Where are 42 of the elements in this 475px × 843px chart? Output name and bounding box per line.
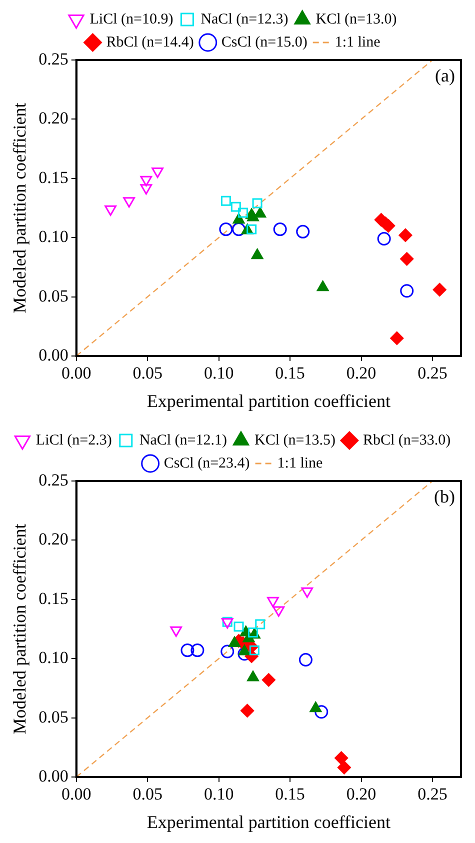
- annotation: (b): [434, 486, 455, 507]
- x-tick-label: 0.05: [132, 784, 162, 804]
- x-axis-title: Experimental partition coefficient: [146, 390, 390, 411]
- legend-label: CsCl (n=23.4): [164, 455, 250, 472]
- legend-label: KCl (n=13.5): [254, 432, 336, 448]
- y-tick-label: 0.15: [38, 168, 68, 187]
- x-tick-label: 0.00: [61, 784, 92, 804]
- y-tick-label: 0.20: [38, 530, 68, 549]
- legend-label: RbCl (n=33.0): [362, 432, 451, 448]
- legend-label: LiCl (n=2.3): [36, 432, 112, 448]
- x-axis-title: Experimental partition coefficient: [146, 812, 390, 832]
- y-tick-label: 0.20: [38, 108, 68, 128]
- x-tick-label: 0.10: [204, 784, 234, 804]
- y-tick-label: 0.25: [38, 470, 68, 490]
- y-axis-title: Modeled partition coefficient: [10, 524, 30, 734]
- x-tick-label: 0.15: [275, 364, 305, 383]
- legend-label: 1:1 line: [277, 455, 324, 472]
- annotation: (a): [435, 66, 455, 86]
- legend-label: NaCl (n=12.1): [139, 432, 228, 448]
- y-tick-label: 0.05: [38, 286, 68, 306]
- y-tick-label: 0.25: [38, 49, 68, 68]
- y-tick-label: 0.10: [38, 648, 68, 668]
- x-tick-label: 0.15: [275, 784, 305, 804]
- x-tick-label: 0.20: [346, 784, 376, 804]
- legend-label: CsCl (n=15.0): [221, 34, 308, 50]
- legend-label: LiCl (n=10.9): [90, 11, 174, 28]
- x-tick-label: 0.25: [418, 364, 448, 383]
- legend-label: NaCl (n=12.3): [200, 11, 288, 28]
- x-tick-label: 0.05: [132, 364, 162, 383]
- y-axis-title: Modeled partition coefficient: [10, 102, 30, 314]
- x-tick-label: 0.20: [346, 364, 376, 383]
- y-tick-label: 0.00: [38, 766, 68, 786]
- y-tick-label: 0.15: [38, 588, 68, 608]
- x-tick-label: 0.25: [418, 784, 448, 804]
- y-tick-label: 0.00: [38, 345, 68, 364]
- legend-label: RbCl (n=14.4): [106, 34, 194, 50]
- y-tick-label: 0.05: [38, 707, 68, 726]
- legend-label: 1:1 line: [334, 34, 381, 50]
- legend-label: KCl (n=13.0): [316, 11, 397, 28]
- x-tick-label: 0.00: [61, 364, 92, 383]
- x-tick-label: 0.10: [204, 364, 234, 383]
- y-tick-label: 0.10: [38, 227, 68, 246]
